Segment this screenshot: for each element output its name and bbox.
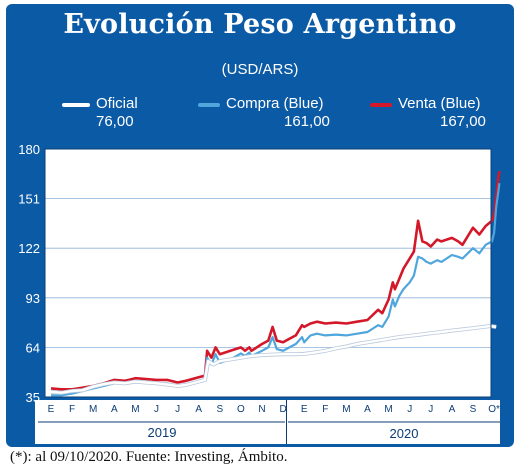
x-tick-label: S (470, 404, 477, 415)
legend-value-venta: 167,00 (440, 113, 486, 130)
x-tick-label: J (175, 404, 180, 415)
legend-label-compra: Compra (Blue) (226, 95, 324, 112)
series-line-venta-blue (50, 170, 501, 391)
x-tick-label: M (131, 404, 139, 415)
x-tick-label: F (69, 404, 75, 415)
x-tick-label: M (342, 404, 350, 415)
year-label: 2019 (148, 425, 177, 440)
x-tick-label: F (322, 404, 328, 415)
x-tick-label: A (364, 404, 371, 415)
plot-border (44, 148, 492, 398)
x-tick-label: J (154, 404, 159, 415)
legend-value-oficial: 76,00 (96, 113, 134, 130)
x-tick-label: E (301, 404, 308, 415)
x-axis-month-labels: E F M A M J J A S O N D E F M A M J J A S O* (48, 404, 500, 415)
grid-lines (45, 198, 491, 348)
x-tick-label: O (237, 404, 245, 415)
x-tick-label: O* (488, 404, 500, 415)
series-lines (50, 170, 501, 397)
x-tick-label: J (407, 404, 412, 415)
y-tick-label: 93 (26, 291, 40, 306)
x-axis-year-labels: 2019 2020 (38, 400, 500, 444)
x-tick-label: D (279, 404, 286, 415)
plot-area (45, 149, 491, 397)
y-tick-label: 180 (18, 142, 40, 157)
legend-swatch-oficial (62, 103, 90, 107)
legend-label-oficial: Oficial (96, 95, 138, 112)
x-tick-label: S (216, 404, 223, 415)
y-tick-label: 122 (18, 241, 40, 256)
source-footnote: (*): al 09/10/2020. Fuente: Investing, Á… (10, 449, 288, 465)
x-tick-label: M (89, 404, 97, 415)
legend-value-compra: 161,00 (284, 113, 330, 130)
chart-unit-label: (USD/ARS) (221, 61, 299, 78)
legend-swatch-compra (198, 103, 220, 107)
legend-swatch-venta (370, 103, 392, 107)
x-tick-label: J (428, 404, 433, 415)
x-tick-label: A (449, 404, 456, 415)
y-tick-label: 151 (18, 192, 40, 207)
y-tick-label: 64 (26, 340, 40, 355)
year-label: 2020 (390, 426, 419, 441)
x-tick-label: N (258, 404, 265, 415)
x-tick-label: A (111, 404, 118, 415)
series-line-oficial (50, 324, 497, 394)
x-tick-label: A (195, 404, 202, 415)
chart-title: Evolución Peso Argentino (63, 9, 457, 40)
x-tick-label: E (48, 404, 55, 415)
legend-label-venta: Venta (Blue) (398, 95, 481, 112)
x-tick-label: M (384, 404, 392, 415)
